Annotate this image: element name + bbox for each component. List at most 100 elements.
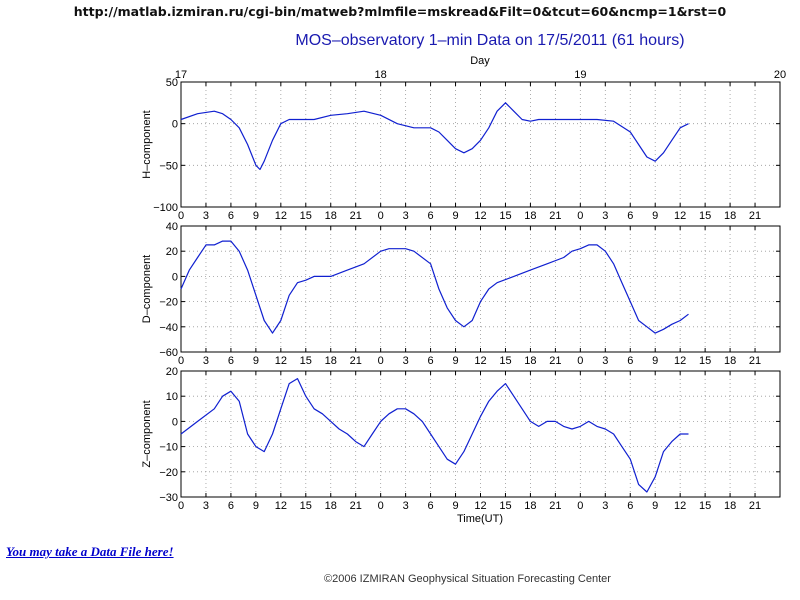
y-tick-label: −50 <box>159 160 178 172</box>
x-tick-label: 18 <box>724 210 736 222</box>
y-tick-label: 0 <box>172 119 178 131</box>
x-tick-label: 0 <box>378 500 384 512</box>
x-tick-label: 15 <box>699 500 711 512</box>
x-tick-label: 12 <box>674 210 686 222</box>
x-tick-label: 6 <box>627 500 633 512</box>
y-tick-label: −10 <box>159 442 178 454</box>
x-tick-label: 3 <box>602 210 608 222</box>
y-axis-label: D–component <box>141 255 153 324</box>
axis-box <box>180 370 781 498</box>
y-tick-label: −100 <box>153 202 178 214</box>
x-tick-label: 6 <box>627 210 633 222</box>
x-tick-label: 21 <box>749 210 761 222</box>
x-tick-label: 0 <box>378 210 384 222</box>
x-tick-label: 21 <box>549 210 561 222</box>
day-tick-label: 19 <box>574 69 586 81</box>
x-tick-label: 15 <box>699 355 711 367</box>
y-tick-label: 20 <box>166 246 178 258</box>
panel-3: 0 3 6 9 12 15 18 21 0 3 6 9 12 15 18 21 0 3 6 9 12 15 18 21 20 10… <box>141 366 781 512</box>
x-tick-label: 0 <box>378 355 384 367</box>
x-tick-label: 0 <box>178 210 184 222</box>
x-tick-label: 15 <box>499 355 511 367</box>
x-tick-label: 12 <box>275 210 287 222</box>
x-tick-label: 3 <box>602 500 608 512</box>
x-tick-label: 0 <box>577 355 583 367</box>
y-tick-label: 10 <box>166 391 178 403</box>
x-tick-label: 9 <box>253 500 259 512</box>
x-tick-label: 9 <box>253 355 259 367</box>
x-tick-label: 6 <box>228 355 234 367</box>
x-tick-label: 9 <box>452 500 458 512</box>
x-tick-label: 3 <box>403 500 409 512</box>
x-tick-label: 21 <box>749 500 761 512</box>
x-tick-label: 3 <box>203 210 209 222</box>
x-tick-label: 12 <box>474 500 486 512</box>
y-tick-label: 0 <box>172 416 178 428</box>
x-tick-label: 12 <box>275 500 287 512</box>
panel-1: 0 3 6 9 12 15 18 21 0 3 6 9 12 15 18 21 0 3 6 9 12 15 18 21500−… <box>141 77 781 222</box>
x-tick-label: 21 <box>350 210 362 222</box>
y-tick-label: 0 <box>172 271 178 283</box>
series-line <box>180 102 689 171</box>
x-tick-label: 15 <box>499 500 511 512</box>
x-tick-label: 3 <box>203 500 209 512</box>
day-tick-label: 20 <box>774 69 786 81</box>
x-tick-label: 15 <box>499 210 511 222</box>
x-tick-label: 18 <box>524 355 536 367</box>
x-tick-label: 9 <box>652 355 658 367</box>
x-tick-label: 6 <box>228 500 234 512</box>
x-tick-label: 9 <box>452 355 458 367</box>
x-tick-label: 21 <box>350 500 362 512</box>
y-tick-label: 40 <box>166 221 178 233</box>
x-tick-label: 21 <box>549 500 561 512</box>
data-file-link[interactable]: You may take a Data File here! <box>6 544 174 559</box>
y-tick-label: −40 <box>159 322 178 334</box>
x-tick-label: 9 <box>253 210 259 222</box>
x-tick-label: 3 <box>602 355 608 367</box>
x-tick-label: 6 <box>428 500 434 512</box>
x-tick-label: 18 <box>524 210 536 222</box>
chart-title: MOS–observatory 1–min Data on 17/5/2011 … <box>295 32 684 49</box>
x-tick-label: 18 <box>724 500 736 512</box>
x-tick-label: 6 <box>428 210 434 222</box>
x-tick-label: 6 <box>627 355 633 367</box>
series-line <box>180 378 689 493</box>
x-tick-label: 3 <box>403 210 409 222</box>
axis-box <box>180 225 781 353</box>
page-url-heading: http://matlab.izmiran.ru/cgi-bin/matweb?… <box>73 4 727 19</box>
x-tick-label: 6 <box>228 210 234 222</box>
copyright-text: ©2006 IZMIRAN Geophysical Situation Fore… <box>324 573 611 585</box>
x-tick-label: 12 <box>674 355 686 367</box>
x-tick-label: 0 <box>178 500 184 512</box>
series-line <box>180 240 689 334</box>
x-tick-label: 18 <box>325 355 337 367</box>
x-tick-label: 18 <box>724 355 736 367</box>
x-tick-label: 15 <box>300 210 312 222</box>
y-tick-label: −30 <box>159 492 178 504</box>
x-tick-label: 9 <box>652 500 658 512</box>
x-tick-label: 12 <box>674 500 686 512</box>
y-tick-label: −20 <box>159 467 178 479</box>
x-tick-label: 9 <box>452 210 458 222</box>
x-tick-label: 12 <box>474 210 486 222</box>
x-tick-label: 12 <box>275 355 287 367</box>
x-axis-label: Time(UT) <box>457 513 503 525</box>
panel-2: 0 3 6 9 12 15 18 21 0 3 6 9 12 15 18 21 0 3 6 9 12 15 18 21 40 20… <box>141 221 781 367</box>
y-axis-label: H–component <box>141 110 153 179</box>
day-tick-label: 18 <box>375 69 387 81</box>
x-tick-label: 9 <box>652 210 658 222</box>
x-tick-label: 18 <box>325 210 337 222</box>
top-axis-label: Day <box>470 55 490 67</box>
x-tick-label: 6 <box>428 355 434 367</box>
x-tick-label: 18 <box>325 500 337 512</box>
y-tick-label: 20 <box>166 366 178 378</box>
x-tick-label: 15 <box>699 210 711 222</box>
x-tick-label: 0 <box>178 355 184 367</box>
x-tick-label: 12 <box>474 355 486 367</box>
day-tick-label: 17 <box>175 69 187 81</box>
y-tick-label: 50 <box>166 77 178 89</box>
x-tick-label: 3 <box>203 355 209 367</box>
x-tick-label: 0 <box>577 500 583 512</box>
y-tick-label: −20 <box>159 297 178 309</box>
